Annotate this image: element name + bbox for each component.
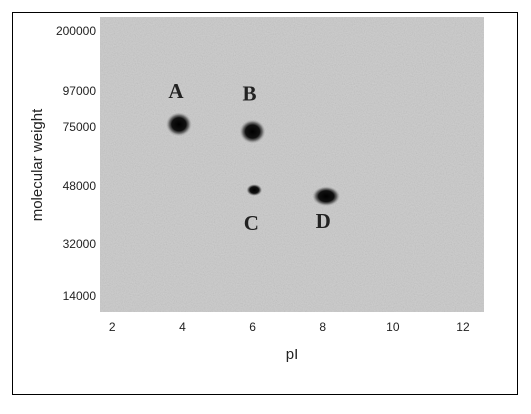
y-tick-label: 97000	[63, 84, 97, 98]
x-tick-label: 4	[179, 320, 186, 334]
y-tick-label: 75000	[63, 120, 97, 134]
gel-area	[100, 17, 484, 312]
spot-label: A	[168, 79, 184, 103]
x-tick-label: 6	[249, 320, 256, 334]
spot-label: D	[316, 209, 331, 233]
x-tick-label: 10	[386, 320, 400, 334]
spot	[312, 186, 341, 207]
spot-label: C	[244, 211, 259, 235]
x-axis-title: pI	[286, 346, 299, 363]
y-tick-label: 200000	[56, 24, 96, 38]
spot	[246, 184, 263, 197]
x-tick-label: 8	[319, 320, 326, 334]
y-axis-title: molecular weight	[29, 108, 46, 221]
y-tick-label: 48000	[63, 179, 97, 193]
spot	[239, 119, 266, 144]
spot-label: B	[243, 81, 257, 105]
y-tick-label: 14000	[63, 289, 97, 303]
y-tick-label: 32000	[63, 237, 97, 251]
spot	[165, 112, 192, 137]
x-tick-label: 2	[109, 320, 116, 334]
x-tick-label: 12	[456, 320, 470, 334]
